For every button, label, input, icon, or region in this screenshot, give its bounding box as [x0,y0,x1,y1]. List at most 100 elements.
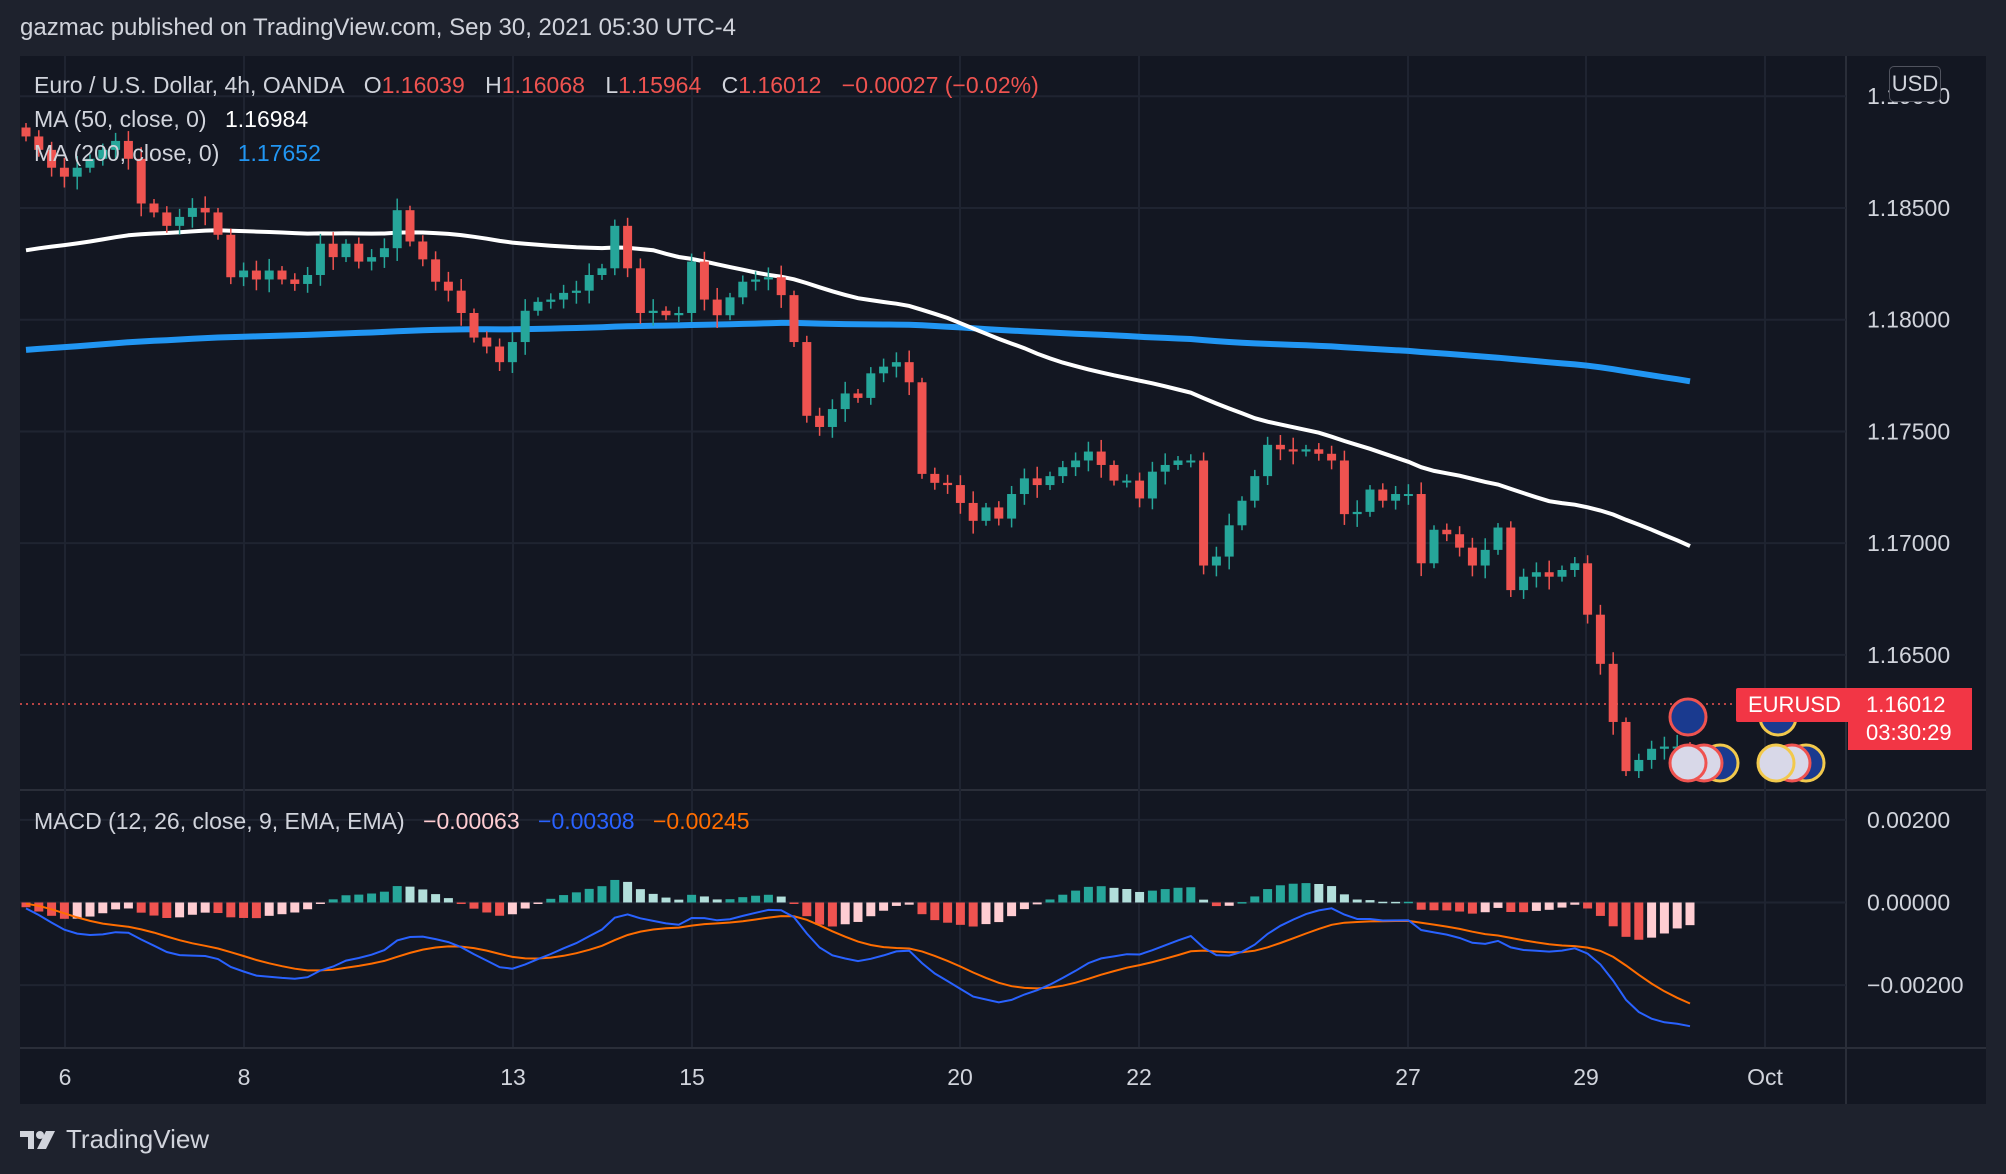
candle-body [72,167,82,177]
candle-body [98,149,108,159]
us-flag-icon[interactable] [1668,743,1708,783]
candle-body [1557,569,1567,577]
candle-body [239,270,249,278]
ma200-legend[interactable]: MA (200, close, 0) 1.17652 [34,140,321,167]
macd-histogram-bar [379,891,389,903]
macd-histogram-bar [1109,887,1119,903]
candle-body [136,158,146,204]
ma50-label[interactable]: MA (50, close, 0) [34,106,207,132]
symbol-legend[interactable]: Euro / U.S. Dollar, 4h, OANDA O1.16039 H… [34,72,1039,99]
candle-body [1647,748,1657,760]
candle-body [1135,480,1145,499]
currency-button[interactable]: USD [1889,66,1941,102]
macd-histogram-bar [789,902,799,904]
candle-body [738,281,748,298]
macd-histogram-bar [98,902,108,914]
macd-lines [25,902,1691,1028]
price-axis-background [1846,56,1986,1047]
ma50-legend[interactable]: MA (50, close, 0) 1.16984 [34,106,308,133]
candle-body [34,136,44,150]
candle-body [1147,471,1157,499]
macd-histogram-bar [1659,902,1669,934]
candle-body [1429,529,1439,564]
macd-histogram-bar [1327,886,1337,903]
candle-body [213,212,223,235]
macd-histogram-bar [1045,899,1055,903]
candle-body [1083,451,1093,461]
candle-body [968,502,978,521]
candle-body [59,167,69,177]
macd-histogram-bar [1442,902,1452,911]
macd-histogram-bar [354,894,364,903]
macd-histogram-bar [1570,902,1580,905]
macd-histogram-bar [1250,896,1260,903]
time-tick-label: Oct [1747,1064,1783,1090]
us-flag-icon[interactable] [1756,743,1796,783]
candle-body [1621,721,1631,772]
candle-body [367,257,377,262]
candle-body [994,507,1004,519]
macd-histogram-bar [1467,902,1477,914]
macd-histogram-bar [469,902,479,909]
candle-body [1493,527,1503,550]
macd-histogram-bar [533,902,543,904]
macd-histogram-bar [930,902,940,921]
eu-flag-icon[interactable] [1668,697,1708,737]
time-axis-background [20,1049,1986,1104]
macd-histogram-bar [1416,902,1426,910]
macd-histogram-bar [1071,890,1081,903]
ma200-line [25,319,1691,385]
macd-histogram-bar [72,902,82,919]
candle-body [47,149,57,168]
candle-body [661,310,671,316]
macd-legend[interactable]: MACD (12, 26, close, 9, EMA, EMA) −0.000… [34,808,750,835]
macd-histogram-bar [1378,901,1388,904]
candle-body [1250,476,1260,501]
macd-histogram-bar [1365,900,1375,903]
candle-body [827,409,837,427]
macd-histogram-bar [187,902,197,915]
macd-histogram-bar [891,902,901,906]
ma200-value: 1.17652 [237,140,321,166]
candle-body [1288,449,1298,452]
candle-body [802,342,812,416]
macd-label[interactable]: MACD (12, 26, close, 9, EMA, EMA) [34,808,405,834]
close-value: 1.16012 [738,72,822,98]
candle-body [1071,460,1081,468]
macd-histogram-bar [495,902,505,916]
candle-body [879,366,889,374]
macd-histogram-bar [1391,901,1401,904]
macd-histogram-bar [1224,902,1234,906]
time-tick-label: 8 [238,1064,251,1090]
candle-body [354,243,364,262]
candle-body [546,299,556,302]
candle-body [1365,489,1375,512]
brand-name: TradingView [66,1124,210,1154]
macd-histogram-bar [687,894,697,903]
macd-histogram-bar [968,902,978,927]
macd-histogram-bar [1621,902,1631,937]
candle-body [520,310,530,343]
time-axis-ticks: 6 8 13 15 20 22 27 29 Oct [59,1064,1784,1090]
time-tick-label: 15 [679,1064,705,1090]
macd-histogram-bar [1544,902,1554,910]
macd-histogram-bar [1519,902,1529,913]
time-tick-label: 6 [59,1064,72,1090]
low-label: L [605,72,619,98]
candle-body [1314,449,1324,454]
macd-histogram-bar [431,894,441,903]
macd-tick-label: 0.00000 [1867,889,1950,915]
tradingview-logo[interactable]: TradingView [20,1124,209,1155]
macd-histogram-bar [1301,883,1311,903]
candle-body [1608,663,1618,722]
candle-body [175,216,185,226]
candle-body [1007,494,1017,519]
candle-body [405,210,415,242]
macd-histogram-bar [162,902,172,918]
price-tick-label: 1.17000 [1867,530,1950,556]
time-tick-label: 27 [1395,1064,1421,1090]
ma200-label[interactable]: MA (200, close, 0) [34,140,220,166]
candle-body [687,261,697,313]
symbol-name[interactable]: Euro / U.S. Dollar, 4h, OANDA [34,72,344,98]
